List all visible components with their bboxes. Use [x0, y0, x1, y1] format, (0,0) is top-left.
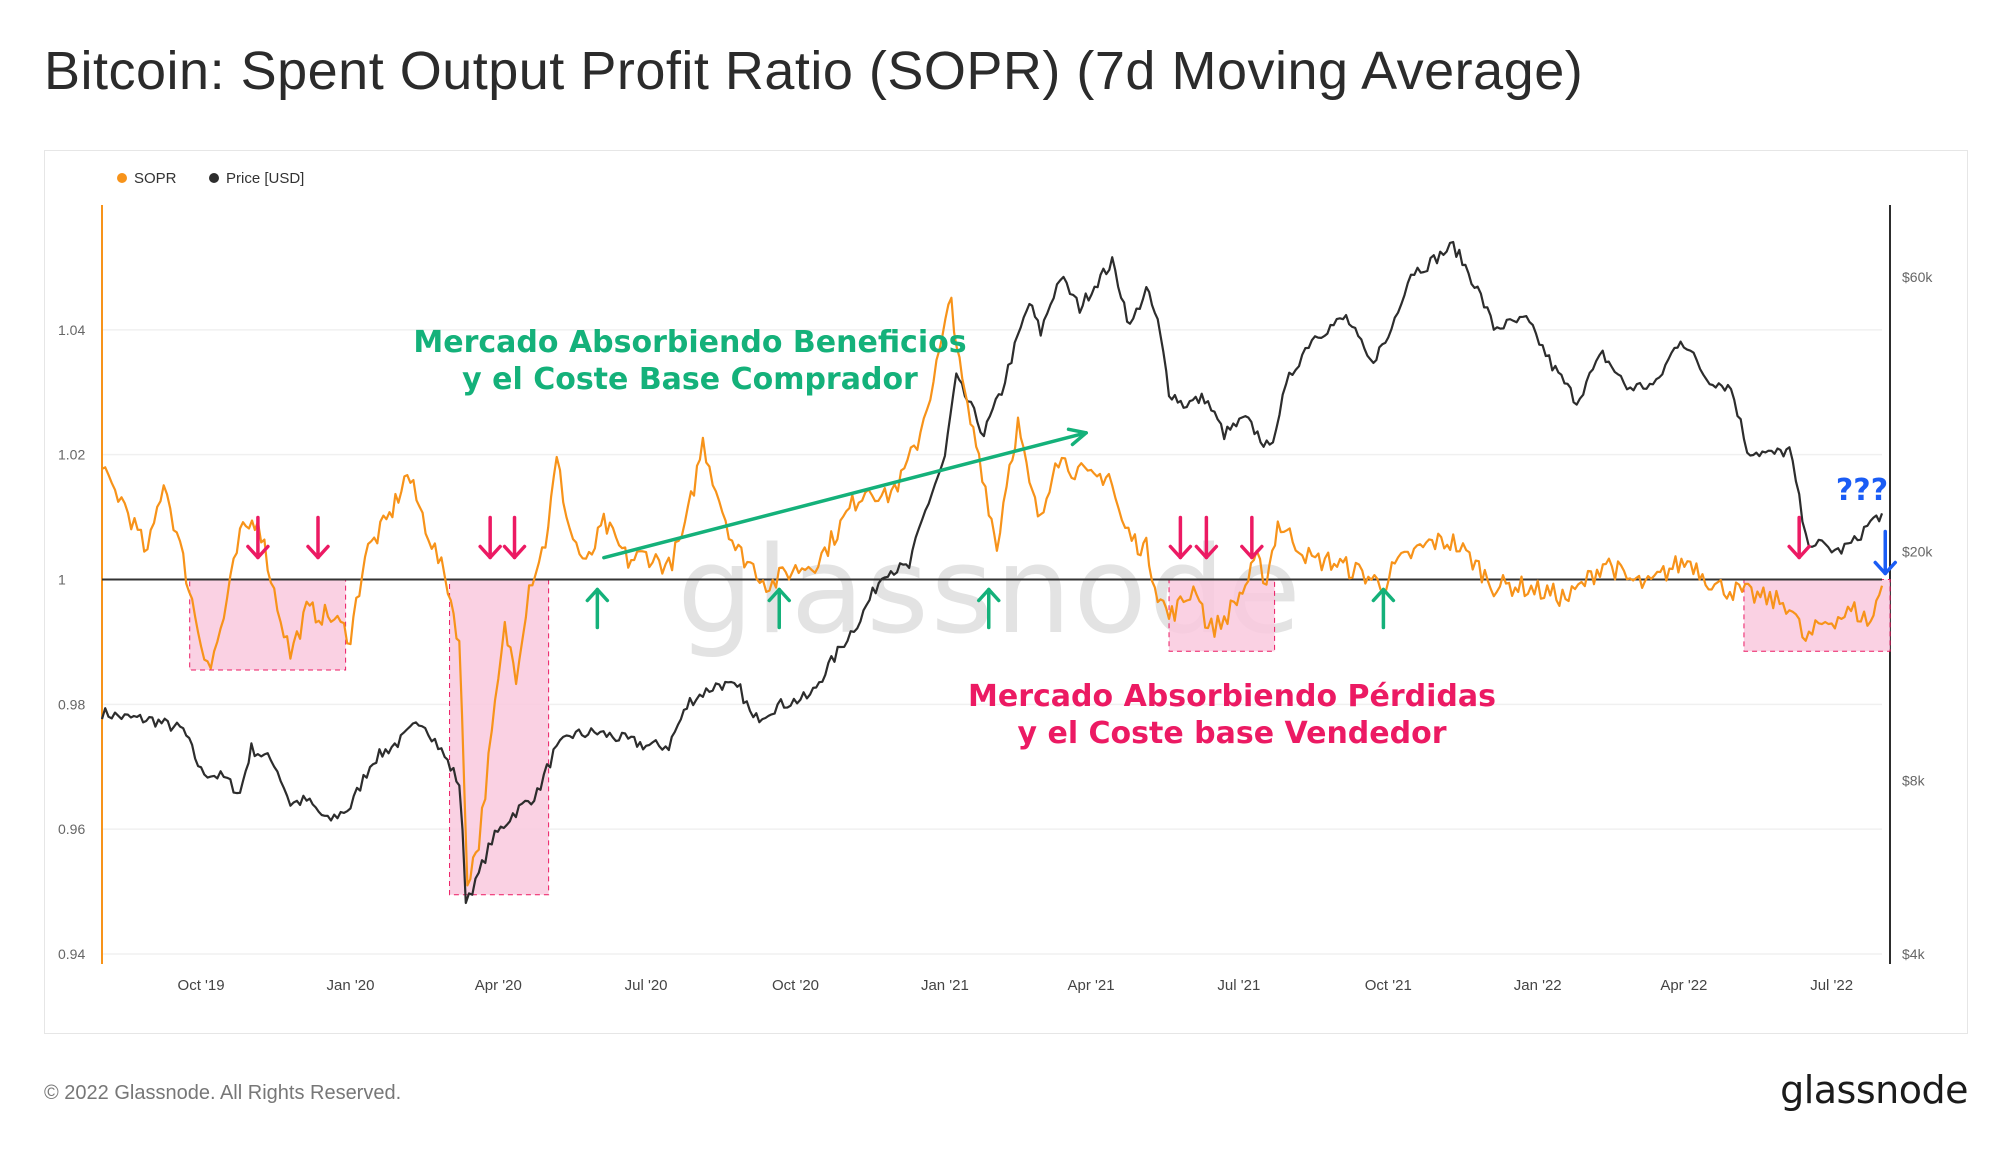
blue-down-arrow: [1873, 529, 1897, 576]
x-tick-label: Jan '21: [921, 977, 969, 994]
green-up-arrow: [1371, 587, 1396, 630]
pink-down-arrow-head: [502, 544, 527, 560]
loss-box: [1168, 579, 1276, 652]
pink-down-arrow-head: [1168, 544, 1193, 560]
pink-down-arrow: [246, 515, 270, 560]
pink-down-arrow: [502, 515, 527, 560]
pink-down-arrow: [1787, 515, 1811, 560]
x-tick-label: Jul '21: [1217, 977, 1260, 994]
legend-sopr-label: SOPR: [134, 170, 177, 187]
x-tick-label: Apr '22: [1660, 977, 1707, 994]
x-tick-label: Apr '21: [1068, 977, 1115, 994]
loss-box: [1743, 579, 1891, 652]
x-tick-label: Oct '19: [178, 977, 225, 994]
profit-annotation-line1: Mercado Absorbiendo Beneficios: [413, 325, 966, 360]
pink-down-arrow: [1240, 515, 1264, 560]
y-left-tick-label: 1: [58, 572, 66, 588]
y-right-tick-label: $4k: [1902, 946, 1926, 962]
x-tick-label: Apr '20: [475, 977, 522, 994]
pink-down-arrow: [1194, 515, 1219, 560]
loss-box: [449, 579, 550, 896]
green-up-arrow: [977, 587, 1001, 630]
loss-annotation-line2: y el Coste base Vendedor: [1017, 716, 1446, 751]
y-right-tick-label: $60k: [1902, 269, 1933, 285]
x-tick-label: Jul '22: [1810, 977, 1853, 994]
green-up-arrow-head: [767, 587, 791, 603]
y-left-tick-label: 0.96: [58, 821, 85, 837]
x-tick-label: Jan '20: [327, 977, 375, 994]
page-title: Bitcoin: Spent Output Profit Ratio (SOPR…: [44, 41, 1584, 101]
green-up-arrow-head: [585, 587, 610, 603]
pink-down-arrow: [306, 515, 330, 560]
pink-down-arrow-head: [246, 544, 270, 560]
x-tick-label: Oct '21: [1365, 977, 1412, 994]
green-up-arrow-head: [977, 587, 1001, 603]
legend-price-label: Price [USD]: [226, 170, 304, 187]
pink-down-arrow-head: [1240, 544, 1264, 560]
blue-down-arrow-head: [1873, 560, 1897, 576]
y-left-tick-label: 1.02: [58, 447, 85, 463]
pink-down-arrow-head: [306, 544, 330, 560]
pink-down-arrow-head: [478, 544, 502, 560]
copyright-footer: © 2022 Glassnode. All Rights Reserved.: [44, 1082, 402, 1104]
green-up-arrow-head: [1371, 587, 1396, 603]
trend-arrow-shaft: [602, 431, 1088, 560]
y-right-tick-label: $8k: [1902, 773, 1926, 789]
pink-down-arrow-head: [1787, 544, 1811, 560]
pink-down-arrow-head: [1194, 544, 1219, 560]
y-left-tick-label: 1.04: [58, 322, 85, 338]
y-left-tick-label: 0.98: [58, 696, 85, 712]
x-tick-label: Oct '20: [772, 977, 819, 994]
x-tick-label: Jan '22: [1514, 977, 1562, 994]
question-mark-annotation: ???: [1836, 473, 1888, 508]
loss-annotation-line1: Mercado Absorbiendo Pérdidas: [968, 679, 1496, 714]
profit-annotation-line2: y el Coste Base Comprador: [462, 362, 918, 397]
y-right-tick-label: $20k: [1902, 544, 1933, 560]
green-up-arrow: [585, 587, 610, 630]
x-tick-label: Jul '20: [625, 977, 668, 994]
legend-sopr-dot: [117, 173, 127, 183]
pink-down-arrow: [1168, 515, 1193, 560]
loss-box: [189, 579, 347, 671]
sopr-line: [101, 296, 1884, 887]
green-up-arrow: [767, 587, 791, 630]
y-left-tick-label: 0.94: [58, 946, 85, 962]
legend-price-dot: [209, 173, 219, 183]
pink-down-arrow: [478, 515, 502, 560]
glassnode-logo: glassnode: [1780, 1068, 1968, 1112]
chart-frame: [44, 150, 1968, 1034]
trend-arrow-head: [1066, 427, 1088, 447]
price-line: [100, 240, 1884, 905]
